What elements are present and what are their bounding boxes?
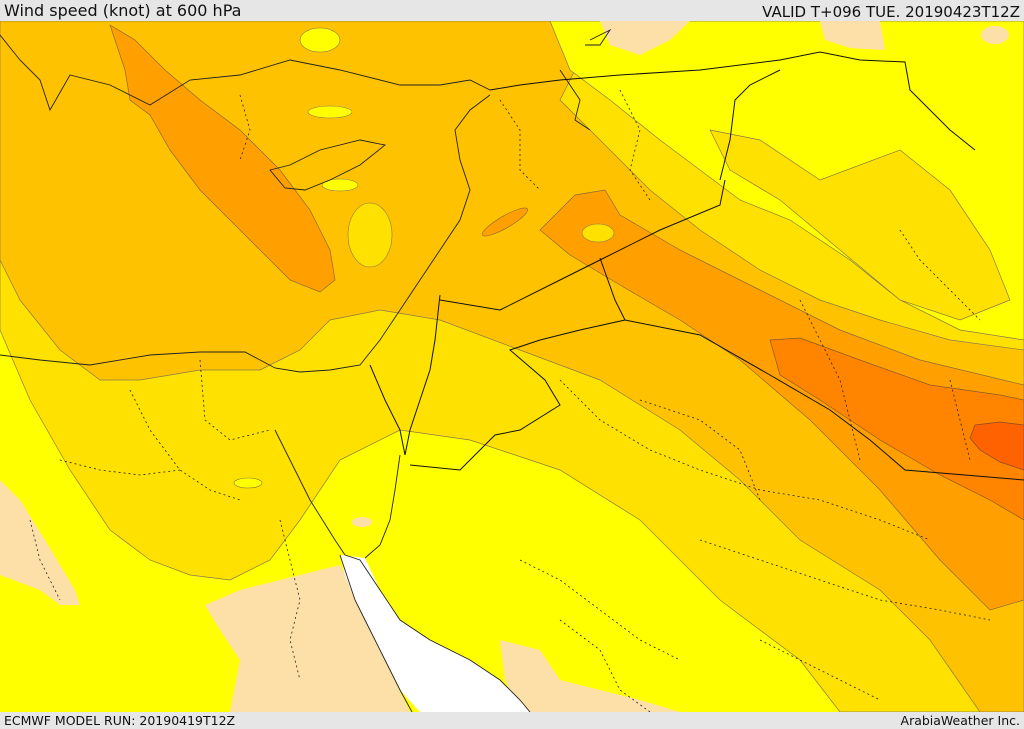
credit: ArabiaWeather Inc. bbox=[900, 713, 1020, 728]
patch-5 bbox=[233, 477, 263, 489]
map-title: Wind speed (knot) at 600 hPa bbox=[4, 1, 242, 20]
patch-6 bbox=[352, 517, 372, 527]
patch-2 bbox=[581, 223, 615, 243]
patch-7 bbox=[307, 105, 353, 119]
patch-9 bbox=[481, 207, 529, 237]
valid-time: VALID T+096 TUE. 20190423T12Z bbox=[762, 3, 1020, 21]
band-mid-high-east bbox=[539, 189, 1024, 611]
band-lowest-northeast-2 bbox=[820, 21, 885, 50]
band-mid-high-west bbox=[109, 24, 336, 293]
header-bar: Wind speed (knot) at 600 hPa VALID T+096… bbox=[0, 0, 1024, 21]
patch-1 bbox=[347, 202, 393, 268]
band-highest bbox=[969, 421, 1024, 471]
wind-speed-map bbox=[0, 21, 1024, 712]
country-borders bbox=[369, 51, 1024, 481]
patch-3 bbox=[299, 27, 341, 53]
footer-bar: ECMWF MODEL RUN: 20190419T12Z ArabiaWeat… bbox=[0, 712, 1024, 729]
sea-no-data bbox=[340, 555, 530, 712]
admin-borders bbox=[29, 89, 991, 712]
band-lowest-northeast bbox=[600, 21, 690, 55]
band-mid-low-ne bbox=[709, 129, 1011, 321]
model-run: ECMWF MODEL RUN: 20190419T12Z bbox=[4, 713, 236, 728]
band-lowest-southwest bbox=[0, 480, 80, 605]
coastlines bbox=[0, 28, 612, 712]
band-lowest-southeast bbox=[500, 640, 680, 712]
patch-4 bbox=[321, 178, 359, 192]
patch-8 bbox=[981, 26, 1009, 44]
